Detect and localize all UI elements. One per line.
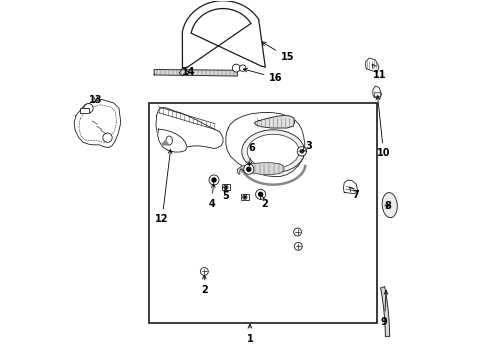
- Circle shape: [244, 164, 253, 174]
- Circle shape: [223, 185, 227, 189]
- Text: 2: 2: [260, 195, 267, 210]
- Text: 16: 16: [243, 68, 282, 83]
- Circle shape: [258, 192, 262, 196]
- Text: 15: 15: [262, 42, 294, 62]
- Text: 8: 8: [384, 201, 390, 211]
- Bar: [149, 103, 376, 323]
- Polygon shape: [74, 99, 121, 148]
- Text: 5: 5: [222, 188, 229, 201]
- Bar: [373, 92, 379, 96]
- Polygon shape: [372, 86, 381, 98]
- Circle shape: [239, 65, 245, 71]
- Bar: [80, 108, 88, 113]
- Circle shape: [246, 167, 250, 171]
- Circle shape: [297, 147, 306, 156]
- Polygon shape: [225, 113, 304, 176]
- Circle shape: [232, 64, 240, 72]
- Bar: [221, 184, 230, 190]
- Ellipse shape: [241, 130, 304, 173]
- Text: 12: 12: [155, 150, 172, 224]
- Polygon shape: [237, 163, 284, 175]
- Circle shape: [294, 242, 302, 250]
- Polygon shape: [156, 108, 223, 148]
- Polygon shape: [158, 129, 187, 152]
- Text: 1: 1: [246, 324, 253, 343]
- Ellipse shape: [382, 193, 397, 218]
- Circle shape: [200, 267, 208, 275]
- Circle shape: [224, 186, 226, 188]
- Ellipse shape: [165, 136, 172, 145]
- Text: 10: 10: [375, 96, 389, 158]
- Polygon shape: [161, 140, 168, 145]
- Polygon shape: [343, 180, 357, 194]
- Circle shape: [212, 178, 216, 182]
- Text: 14: 14: [182, 67, 195, 77]
- Circle shape: [293, 228, 301, 236]
- Circle shape: [244, 196, 245, 198]
- Bar: [241, 194, 248, 201]
- Text: 3: 3: [302, 140, 312, 151]
- Circle shape: [300, 150, 303, 153]
- Text: 11: 11: [371, 64, 386, 80]
- Text: 4: 4: [208, 184, 215, 209]
- Text: 9: 9: [380, 291, 387, 327]
- Text: 13: 13: [89, 95, 102, 105]
- Ellipse shape: [247, 134, 299, 168]
- Text: 2: 2: [201, 275, 207, 296]
- Circle shape: [208, 175, 219, 185]
- Polygon shape: [365, 58, 378, 72]
- Polygon shape: [380, 287, 389, 336]
- Circle shape: [102, 133, 112, 142]
- Text: 6: 6: [247, 143, 255, 166]
- Circle shape: [83, 104, 93, 113]
- Text: 7: 7: [349, 187, 358, 200]
- Polygon shape: [254, 116, 294, 128]
- Circle shape: [255, 189, 265, 199]
- Polygon shape: [154, 69, 237, 76]
- Circle shape: [242, 195, 246, 199]
